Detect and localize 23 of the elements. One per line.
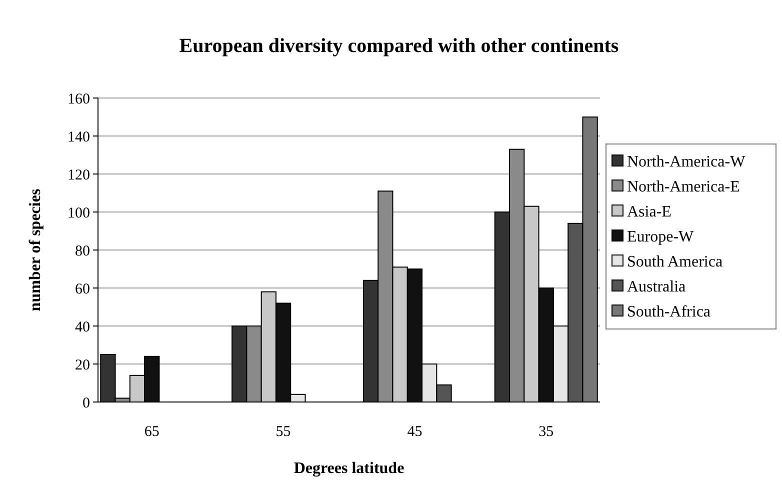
legend-label: Europe-W (627, 228, 695, 246)
y-tick-label: 100 (68, 205, 90, 222)
x-tick-label: 55 (276, 424, 291, 440)
legend-label: North-America-E (627, 178, 740, 196)
y-tick-label: 60 (75, 281, 90, 298)
legend-label: North-America-W (627, 154, 746, 171)
y-tick-label: 160 (68, 91, 90, 108)
legend-label: South-Africa (627, 304, 711, 321)
y-tick-label: 80 (75, 243, 90, 260)
y-axis-title: number of species (27, 188, 44, 312)
x-tick-label: 45 (407, 424, 422, 440)
legend-label: Asia-E (627, 204, 672, 221)
chart-title: European diversity compared with other continents (179, 35, 619, 57)
y-tick-label: 0 (82, 395, 90, 412)
y-tick-label: 140 (68, 129, 90, 146)
x-tick-label: 65 (144, 424, 160, 440)
y-tick-label: 120 (68, 167, 90, 184)
legend-label: Australia (627, 278, 686, 296)
x-tick-label: 35 (538, 424, 554, 440)
y-tick-label: 20 (75, 357, 90, 374)
legend-label: South America (627, 254, 723, 271)
y-tick-label: 40 (75, 319, 90, 336)
x-axis-title: Degrees latitude (294, 460, 404, 477)
